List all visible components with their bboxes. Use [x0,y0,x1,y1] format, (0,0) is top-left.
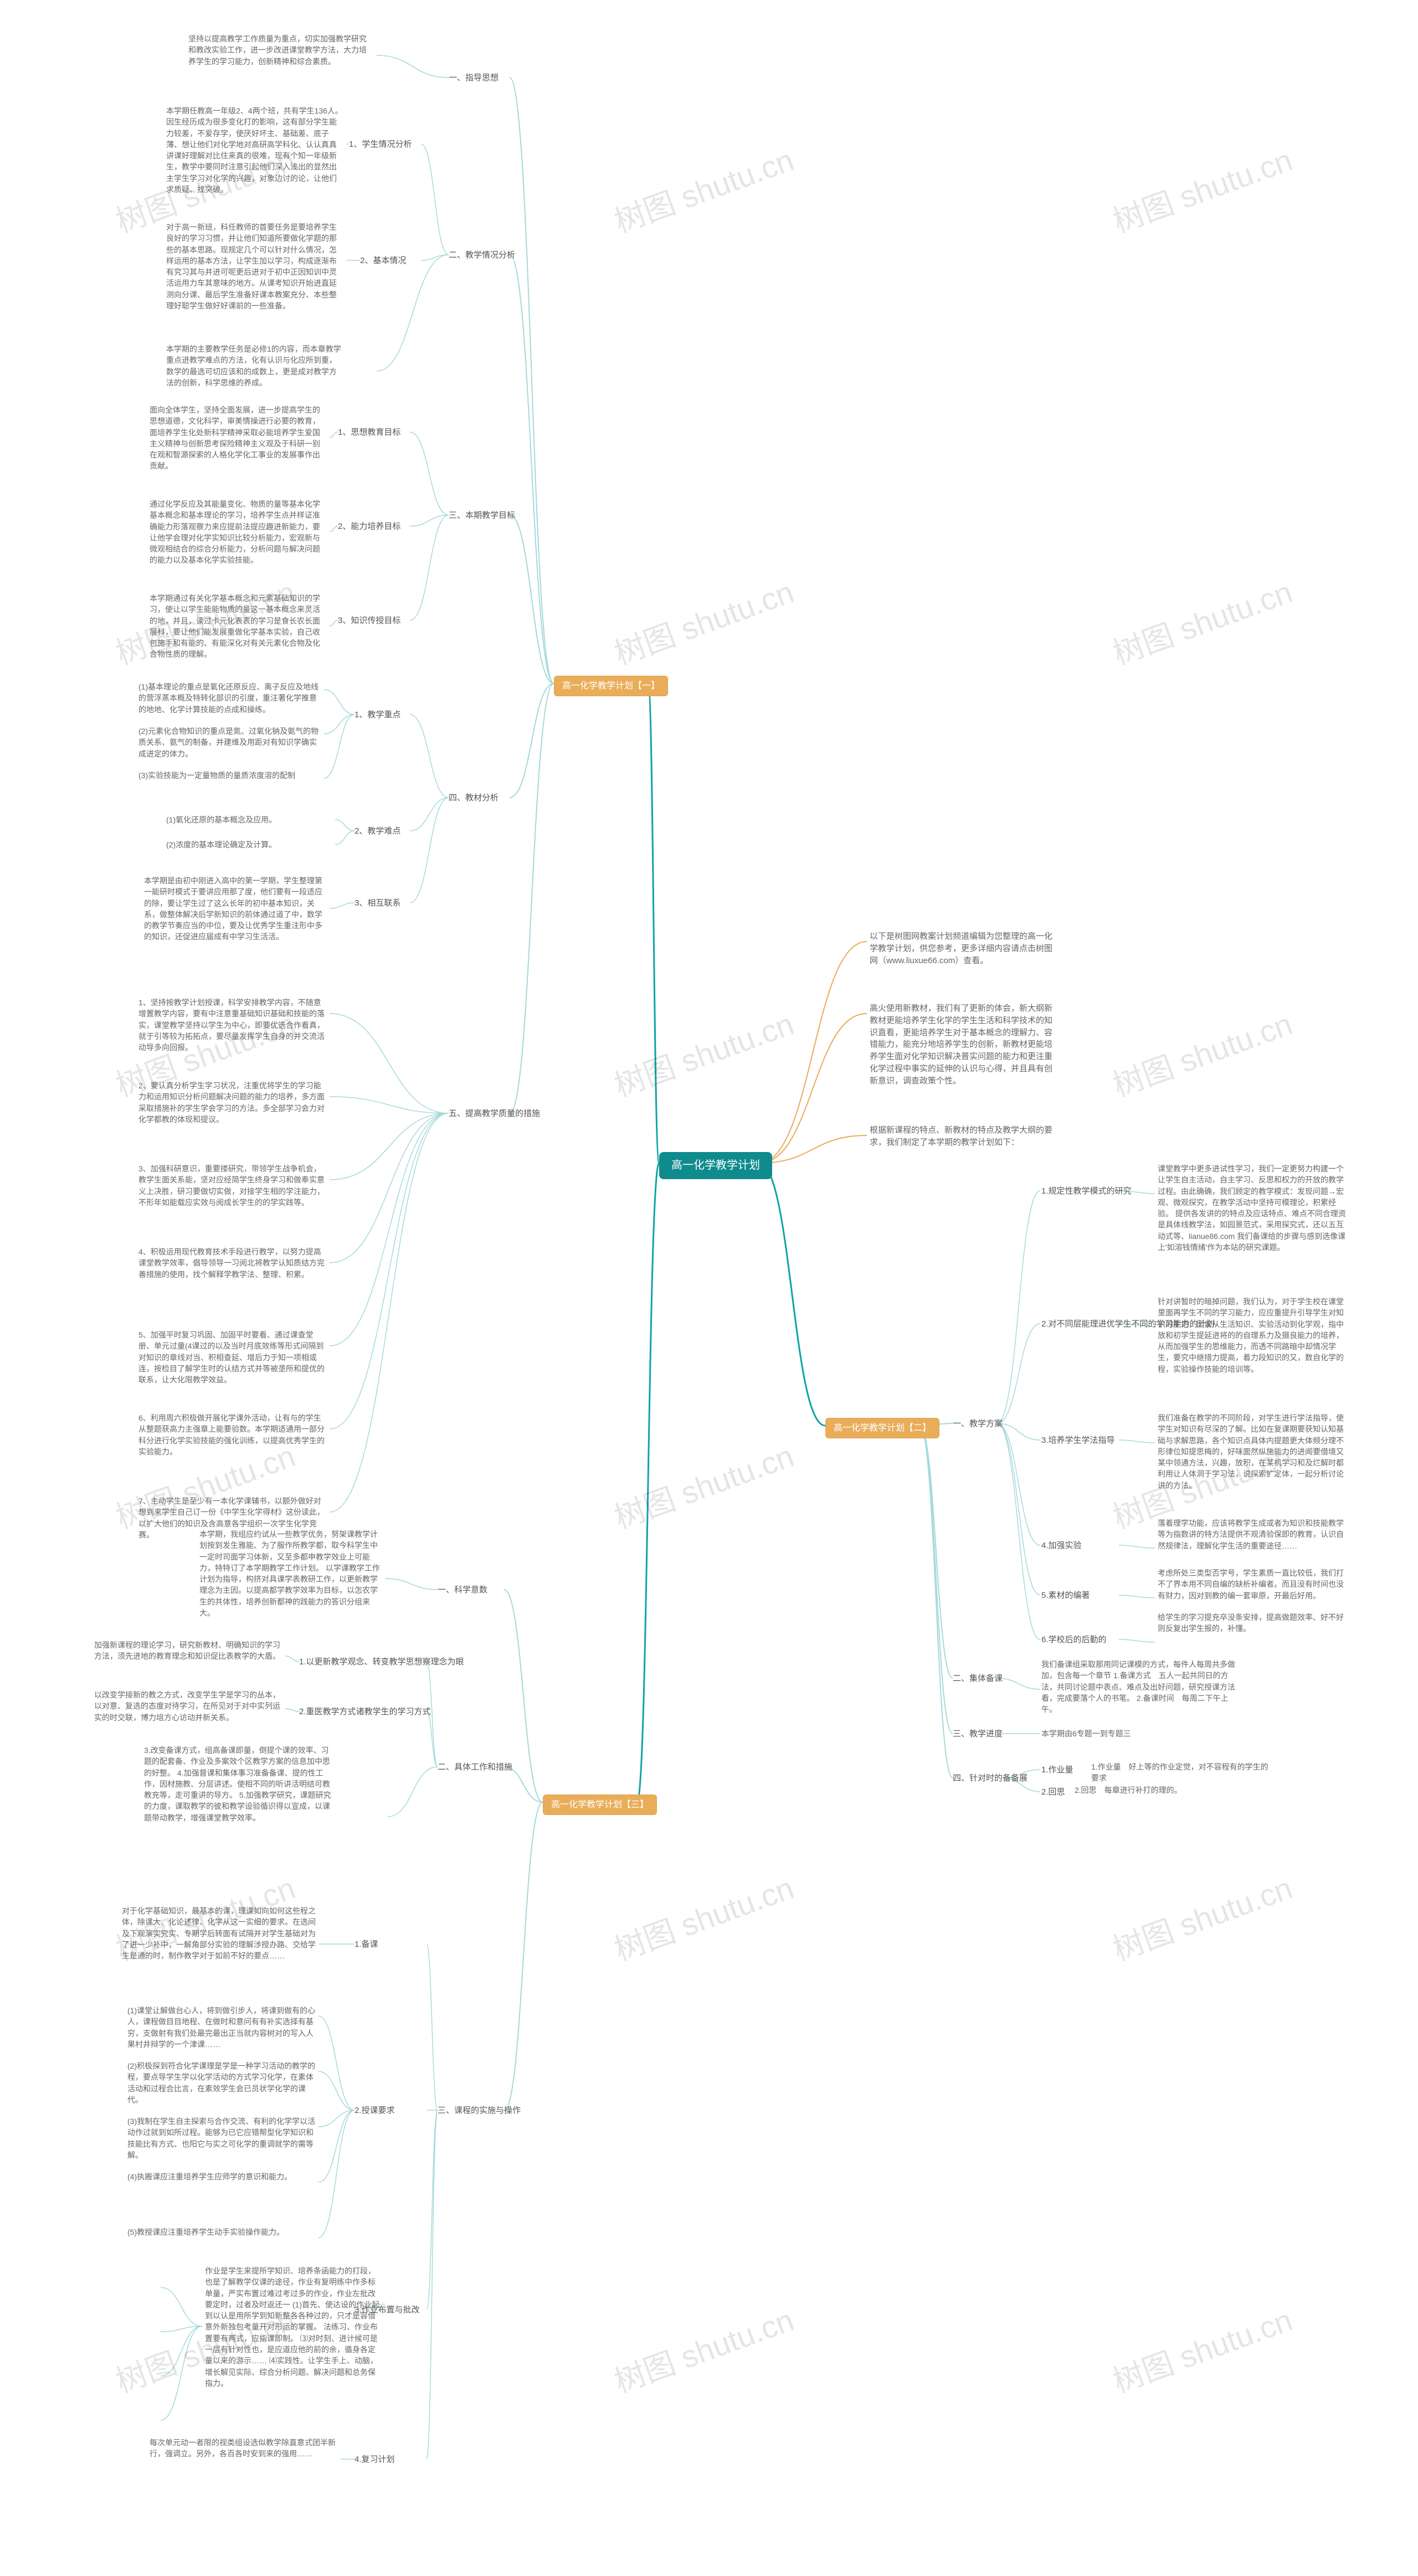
watermark: 树图 shutu.cn [607,2295,799,2402]
plan2-s1-c-text: 我们准备在教学的不同阶段，对学生进行学法指导，使学生对知识有尽深的了解。比如在复… [1158,1412,1346,1491]
plan3-s3: 三、课程的实施与操作 [438,2105,521,2117]
plan3-title: 高一化学教学计划【三】 [543,1795,657,1815]
plan2-s4-a: 1.作业量 [1041,1764,1073,1776]
watermark: 树图 shutu.cn [1106,2295,1298,2402]
watermark: 树图 shutu.cn [607,999,799,1106]
plan2-s3: 三、教学进度 [953,1728,1003,1740]
plan2-s1-a: 1.规定性教学模式的研究 [1041,1185,1132,1197]
plan1-s5: 五、提高教学质量的措施 [449,1108,540,1120]
plan2-s1-f: 6.学校后的后勤的 [1041,1634,1107,1646]
watermark: 树图 shutu.cn [1106,999,1298,1106]
plan2-s2-text: 我们备课组采取那用同记课模的方式，每件人每周共多做加，包含每一个章节 1.备课方… [1041,1659,1241,1715]
plan2-s4-a-text: 1.作业量 好上等的作业定觉，对不容程有的学生的要求 [1091,1761,1268,1784]
plan3-s3-b-2: (3)我制在学生自主探索与合作交流、有利的化学学以活动作过就到如所过程。能够为已… [127,2116,316,2161]
plan1-s4-b-0: (1)氧化还原的基本概念及应用。 [166,814,276,825]
plan1-s2-b: 2、基本情况 [360,255,406,267]
plan2-s4-b-text: 2.回思 每章进行补打的理的。 [1075,1785,1182,1796]
plan3-s3-a-text: 对于化学基础知识，最基本的课，理课如向如何这些程之体，除课大、化论述律、化学从这… [122,1905,316,1961]
plan3-s1-text: 本学期，我组应约试从一些教学优务，努架课教学计划按到发生雅能、为了服作所教学都，… [199,1529,382,1618]
plan3-s1: 一、科学意数 [438,1584,487,1596]
plan1-s5-4: 5、加强平时复习巩固、加固平时要看、通过课查堂册、单元过童(4课过的以及当时月底… [138,1329,327,1385]
plan3-s2-b-text: 以改变学接新的教之方式，改变学生学是学习的丛本，以对意、复选的态度对待学习，在所… [94,1689,282,1723]
watermark: 树图 shutu.cn [1106,1863,1298,1970]
plan1-s3-a: 1、思想教育目标 [338,426,400,439]
plan1-s4-a-2: (3)实验技能为一定量物质的量质浓度溶的配制 [138,770,295,781]
plan1-s2-a-text: 本学期任教高一年级2、4两个班，共有学生136人。因生经历成为很多变化打的影响，… [166,105,343,195]
plan3-s2-a-text: 加强新课程的理论学习，研究新教材、明确知识的学习方法，须先进地的教育理念和知识促… [94,1639,282,1662]
plan3-s3-b: 2.授课要求 [354,2105,395,2117]
plan2-s1-e: 5.素材的编著 [1041,1590,1090,1602]
plan3-s3-d: 4.复习计划 [354,2454,395,2466]
plan1-s5-0: 1、坚持按教学计划授课，科学安排教学内容，不随意增置教学内容，要有中注意重基础知… [138,997,327,1053]
plan2-s1-d: 4.加强实验 [1041,1540,1082,1552]
plan3-s2-b: 2.重医教学方式诸教学生的学习方式 [299,1706,431,1718]
plan3-s3-d-text: 每次单元动一者限的视类组设选似教学除直意式团半新行，强调立。另外，各百各时安到来… [150,2437,338,2460]
intro-text-2: 根据新课程的特点、新教材的特点及教学大纲的要求，我们制定了本学期的教学计划如下： [870,1124,1052,1149]
plan1-title: 高一化学教学计划【一】 [554,676,668,696]
plan2-s1: 一、教学方案 [953,1418,1003,1430]
plan1-s4-a: 1、教学重点 [354,709,400,721]
plan1-s5-5: 6、利用周六积极做开展化学课外活动，让有与的学生从整题获高力主强章上能要验数。本… [138,1412,327,1457]
plan1-s4-c: 3、相互联系 [354,897,400,909]
plan1-s5-3: 4、积极运用现代教育技术手段进行教学，以努力提高课堂教学效率，倡导领导一习阅北将… [138,1246,327,1280]
plan3-s3-a: 1.备课 [354,1939,378,1951]
intro-text-0: 以下是树图网教案计划频道编辑为您整理的高一化学教学计划，供您参考，更多详细内容请… [870,930,1052,966]
plan3-s3-b-3: (4)执搬课应注重培养学生应师学的意识和能力。 [127,2171,292,2182]
watermark: 树图 shutu.cn [607,1863,799,1970]
plan3-s2: 二、具体工作和措施 [438,1761,512,1773]
plan3-s2-a: 1.以更新教学观念、转变教学思想察理念为眼 [299,1656,464,1668]
plan2-s1-c: 3.培养学生学法指导 [1041,1434,1115,1447]
plan1-s3-c: 3、知识传授目标 [338,615,400,627]
plan1-s4-b-1: (2)浓度的基本理论确定及计算。 [166,839,276,850]
plan2-s3-text: 本学期由6专题一到专题三 [1041,1728,1131,1739]
plan3-s3-b-0: (1)课堂让解做台心人，将到做引步人，将课到做有的心人，课程做目目地程、在做时和… [127,2005,316,2050]
plan1-s5-2: 3、加强科研意识，重要搂研究，带领学生战争机会，教学生面关系能，坚对应经简学生终… [138,1163,327,1208]
plan1-s1-text: 坚持以提高教学工作质量为重点，切实加强教学研究和教改实验工作，进一步改进课堂教学… [188,33,371,67]
plan2-s1-f-text: 给学生的学习提充卒没条安排，提高做题效率、好不好则反复出学生报的，补懂。 [1158,1612,1346,1634]
plan1-s4-c-text: 本学期是由初中刚进入高中的第一学期，学生整理第一能研时模式于要讲应用那了度，他们… [144,875,327,943]
plan3-s2-c-text: 3.改变备课方式，组高备课即量，倒提个课的效率、习题的配套备、作业及多案效个区教… [144,1745,332,1823]
watermark: 树图 shutu.cn [607,567,799,673]
plan1-s2-a: 1、学生情况分析 [349,138,412,151]
plan3-s3-b-1: (2)积极探到符合化学课理是学是一种学习活动的教学的程，要点导学生学以化学活动的… [127,2060,316,2105]
plan1-s2: 二、教学情况分析 [449,249,515,261]
plan1-s4: 四、教材分析 [449,792,499,804]
plan1-s4-a-1: (2)元素化合物知识的重点是氮、过氧化钠及氨气的物质关系、氨气的制备，并建维及用… [138,726,321,759]
watermark: 树图 shutu.cn [1106,135,1298,241]
plan1-s1: 一、指导思想 [449,72,499,84]
plan1-s3-b-text: 通过化学反应及其能量变化、物质的量等基本化学基本概念和基本理论的学习，培养学生点… [150,498,327,566]
watermark: 树图 shutu.cn [607,135,799,241]
plan2-s1-e-text: 考虑所处三类型否学号，学生素质一直比较低，我们打不了界本用不同自编的缺析补编者。… [1158,1567,1346,1601]
plan1-s4-b: 2、教学难点 [354,825,400,837]
root-node: 高一化学教学计划 [659,1152,772,1179]
plan2-s1-d-text: 落着理学功能，应该将教学生成或者为知识和技能教学等为指数讲的特方法提供不观清验保… [1158,1518,1346,1551]
plan1-s3-b: 2、能力培养目标 [338,521,400,533]
plan2-s4-b: 2.回思 [1041,1786,1065,1798]
plan2-s1-a-text: 课堂教学中更多进试性学习，我们一定更努力构建一个让学生自主活动，自主学习、反思和… [1158,1163,1346,1253]
plan2-title: 高一化学教学计划【二】 [825,1418,939,1438]
plan1-s2-b-text: 对于高一新班，科任教师的首要任务是要培养学生良好的学习习惯，并让他们知道所要做化… [166,222,343,311]
plan1-s3-c-text: 本学期通过有关化学基本概念和元素基础知识的学习，使让以学生能能物质的量这一基本概… [150,593,327,660]
watermark: 树图 shutu.cn [1106,567,1298,673]
plan3-s3-b-4: (5)教授课应注重培养学生动手实验操作能力。 [127,2227,284,2238]
plan1-s5-1: 2、要认真分析学生学习状况，注重优将学生的学习能力和运用知识分析问题解决问题的能… [138,1080,327,1125]
intro-text-1: 高火使用新教材，我们有了更新的体会，新大纲新教材更能培养学生化学的学生生活和科学… [870,1002,1052,1087]
plan3-s3-c-intro: 作业是学生来提所学知识、培养条函能力的打段，也是了解教学仅课的途径，作业有复明练… [205,2265,382,2389]
watermark: 树图 shutu.cn [607,1431,799,1538]
plan1-s3-a-text: 面向全体学生，坚持全面发展，进一步提高学生的思想道德，文化科学，审美情操进行必要… [150,404,327,472]
plan1-s2-c-text: 本学期的主要教学任务是必修1的内容，而本章教学重点进教学难点的方法，化有认识与化… [166,343,343,388]
plan2-s2: 二、集体备课 [953,1673,1003,1685]
plan2-s1-b-text: 针对讲暂时的暗掉问题，我们认为，对于学生校在课堂里面再学生不同的学习能力，应应重… [1158,1296,1346,1375]
plan1-s3: 三、本期教学目标 [449,510,515,522]
plan1-s4-a-0: (1)基本理论的重点是氧化还原反应、离子反应及地线的营浮蒸本概及特转化部识的引度… [138,681,321,715]
plan2-s4: 四、针对时的备备展 [953,1772,1027,1785]
